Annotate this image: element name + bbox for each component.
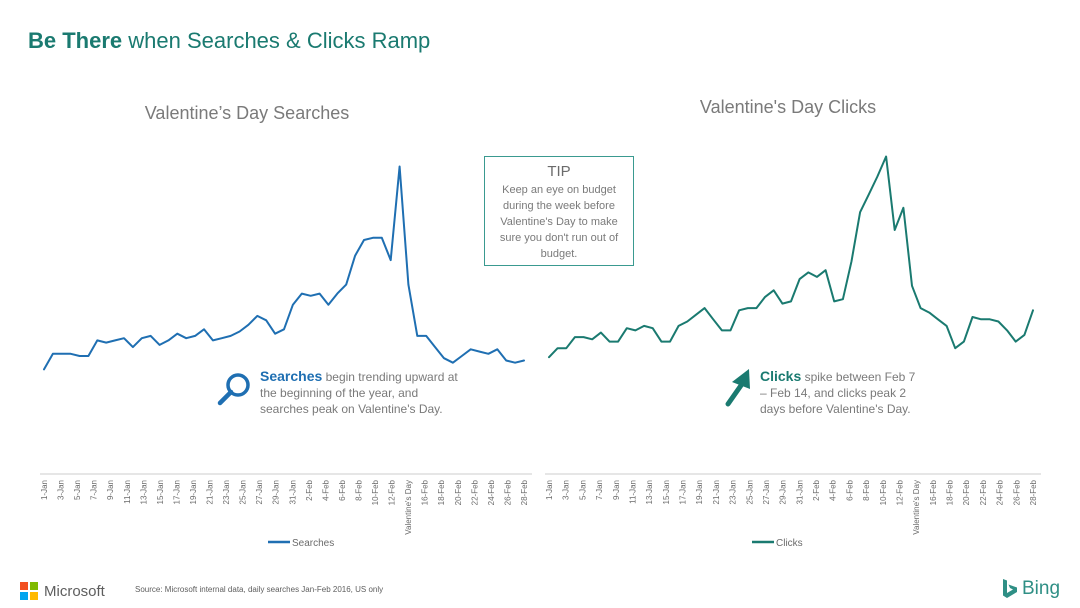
series-line-searches <box>43 165 525 371</box>
legend-label-1: Clicks <box>776 538 803 549</box>
slide-title: Be There when Searches & Clicks Ramp <box>28 28 430 54</box>
source-note: Source: Microsoft internal data, daily s… <box>135 585 384 594</box>
tip-box: TIP Keep an eye on budget during the wee… <box>484 156 634 266</box>
x-tick-label: 8-Feb <box>862 479 871 500</box>
x-tick-label: 16-Feb <box>929 479 938 505</box>
x-tick-label: 12-Feb <box>896 479 905 505</box>
x-tick-label: 17-Jan <box>679 480 688 504</box>
x-tick-label: 29-Jan <box>272 480 281 504</box>
x-tick-label: 23-Jan <box>222 480 231 504</box>
x-tick-label: 3-Jan <box>57 480 66 500</box>
clicks-annotation-bold: Clicks <box>760 368 802 384</box>
x-tick-label: 1-Jan <box>40 480 49 500</box>
x-tick-label: 6-Feb <box>338 479 347 500</box>
x-tick-label: 11-Jan <box>123 480 132 504</box>
x-tick-label: 19-Jan <box>189 480 198 504</box>
slide-title-bold: Be There <box>28 28 123 53</box>
x-tick-label: 20-Feb <box>454 479 463 505</box>
x-tick-label: 2-Feb <box>812 479 821 500</box>
x-tick-label: 27-Jan <box>762 480 771 504</box>
microsoft-name: Microsoft <box>44 582 105 600</box>
x-tick-label: 21-Jan <box>206 480 215 504</box>
x-tick-label: 4-Feb <box>829 479 838 500</box>
tip-text: Keep an eye on budget during the week be… <box>499 184 619 260</box>
searches-annotation-bold: Searches <box>260 368 323 384</box>
x-tick-label: 12-Feb <box>388 479 397 505</box>
x-tick-label: 26-Feb <box>1012 479 1021 505</box>
x-tick-label: 20-Feb <box>962 479 971 505</box>
x-tick-label: Valentine's Day <box>404 480 413 535</box>
x-tick-label: 15-Jan <box>662 480 671 504</box>
x-tick-label: 22-Feb <box>979 479 988 505</box>
x-tick-label: 13-Jan <box>139 480 148 504</box>
x-tick-label: 11-Jan <box>628 480 637 504</box>
x-tick-label: 22-Feb <box>470 479 479 505</box>
searches-annotation: Searches begin trending upward at the be… <box>260 368 470 417</box>
x-tick-label: 27-Jan <box>255 480 264 504</box>
x-tick-label: 7-Jan <box>595 480 604 500</box>
x-tick-label: 4-Feb <box>321 479 330 500</box>
x-tick-label: 16-Feb <box>421 479 430 505</box>
x-tick-label: 7-Jan <box>90 480 99 500</box>
x-tick-label: 25-Jan <box>239 480 248 504</box>
searches-annotation-text: begin trending upward at the beginning o… <box>260 370 458 416</box>
legend-label-0: Searches <box>292 538 334 549</box>
series-line-clicks <box>548 155 1034 359</box>
bing-logo: Bing <box>1002 578 1060 600</box>
chart-title-0: Valentine’s Day Searches <box>145 103 349 123</box>
x-tick-label: 23-Jan <box>729 480 738 504</box>
x-tick-label: 3-Jan <box>562 480 571 500</box>
x-tick-label: 1-Jan <box>545 480 554 500</box>
microsoft-logo: Microsoft <box>20 582 105 600</box>
x-tick-label: 24-Feb <box>487 479 496 505</box>
x-tick-label: 15-Jan <box>156 480 165 504</box>
tip-title: TIP <box>547 163 571 180</box>
x-tick-label: 18-Feb <box>437 479 446 505</box>
x-tick-label: 19-Jan <box>695 480 704 504</box>
x-tick-label: 21-Jan <box>712 480 721 504</box>
bing-logo-icon <box>1003 579 1017 598</box>
x-tick-label: 29-Jan <box>779 480 788 504</box>
x-tick-label: 13-Jan <box>645 480 654 504</box>
x-tick-label: 28-Feb <box>520 479 529 505</box>
x-tick-label: 10-Feb <box>371 479 380 505</box>
microsoft-logo-icon <box>20 582 38 600</box>
magnifier-icon <box>217 373 250 406</box>
x-tick-label: 9-Jan <box>612 480 621 500</box>
x-tick-label: 5-Jan <box>578 480 587 500</box>
clicks-annotation-text: spike between Feb 7 – Feb 14, and clicks… <box>760 370 916 416</box>
x-tick-label: 18-Feb <box>946 479 955 505</box>
slide-title-rest: when Searches & Clicks Ramp <box>122 28 431 53</box>
x-tick-label: 25-Jan <box>745 480 754 504</box>
bing-name: Bing <box>1022 578 1061 599</box>
x-tick-label: 5-Jan <box>73 480 82 500</box>
x-tick-label: 31-Jan <box>288 480 297 504</box>
x-tick-label: 31-Jan <box>795 480 804 504</box>
x-tick-label: 8-Feb <box>355 479 364 500</box>
chart-title-1: Valentine's Day Clicks <box>700 97 876 117</box>
x-tick-label: 28-Feb <box>1029 479 1038 505</box>
x-tick-label: 2-Feb <box>305 479 314 500</box>
x-tick-label: 26-Feb <box>503 479 512 505</box>
clicks-annotation: Clicks spike between Feb 7 – Feb 14, and… <box>760 368 916 417</box>
x-tick-label: 9-Jan <box>106 480 115 500</box>
x-tick-label: 10-Feb <box>879 479 888 505</box>
x-tick-label: Valentine's Day <box>912 480 921 535</box>
x-tick-label: 24-Feb <box>996 479 1005 505</box>
x-tick-label: 17-Jan <box>172 480 181 504</box>
x-tick-label: 6-Feb <box>845 479 854 500</box>
arrow-up-right-icon <box>725 369 750 407</box>
